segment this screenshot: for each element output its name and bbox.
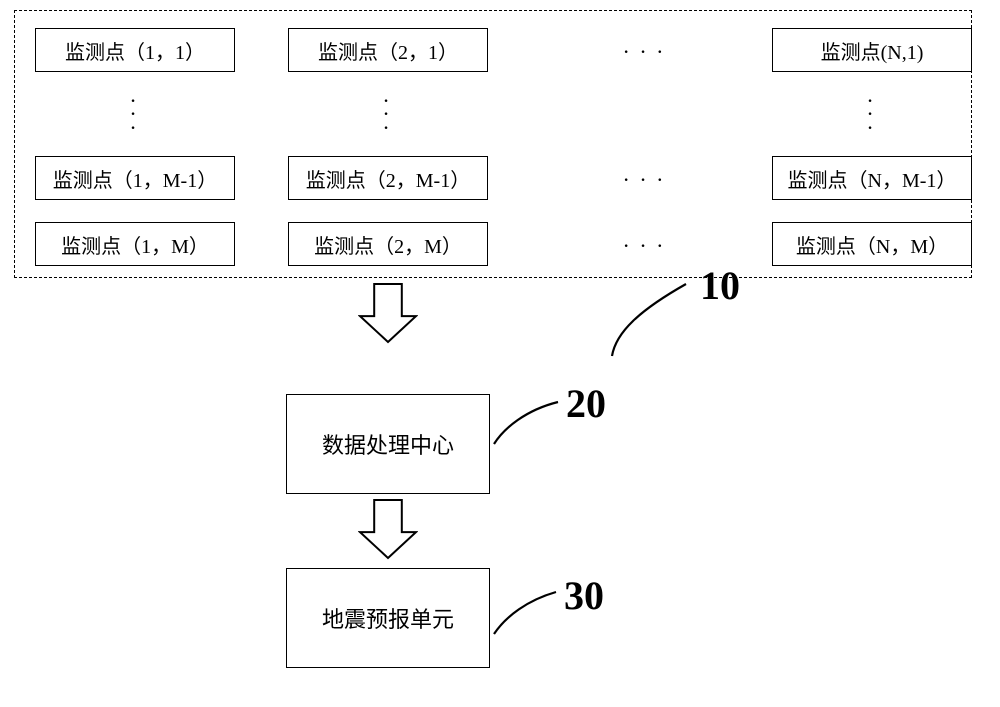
monitor-cell: 监测点(N,1): [772, 28, 972, 72]
down-arrow: [358, 498, 418, 560]
earthquake-forecast-unit: 地震预报单元: [286, 568, 490, 668]
ref-label: 20: [566, 380, 606, 427]
h-ellipsis: · · ·: [544, 170, 744, 190]
diagram-stage: 监测点（1，1） 监测点（2，1） 监测点(N,1) 监测点（1，M-1） 监测点（2，…: [0, 0, 1000, 707]
monitor-cell: 监测点（2，M-1）: [288, 156, 488, 200]
monitor-cell: 监测点（1，M-1）: [35, 156, 235, 200]
data-processing-center: 数据处理中心: [286, 394, 490, 494]
h-ellipsis: · · ·: [544, 42, 744, 62]
monitor-cell: 监测点（2，1）: [288, 28, 488, 72]
monitor-cell: 监测点（1，M）: [35, 222, 235, 266]
monitor-cell: 监测点（1，1）: [35, 28, 235, 72]
ref-label: 10: [700, 262, 740, 309]
ref-label: 30: [564, 572, 604, 619]
v-ellipsis: ···: [376, 76, 396, 152]
v-ellipsis: ···: [860, 76, 880, 152]
v-ellipsis: ···: [123, 76, 143, 152]
monitor-cell: 监测点（N，M）: [772, 222, 972, 266]
monitor-cell: 监测点（2，M）: [288, 222, 488, 266]
h-ellipsis: · · ·: [544, 236, 744, 256]
down-arrow: [358, 282, 418, 344]
monitor-cell: 监测点（N，M-1）: [772, 156, 972, 200]
